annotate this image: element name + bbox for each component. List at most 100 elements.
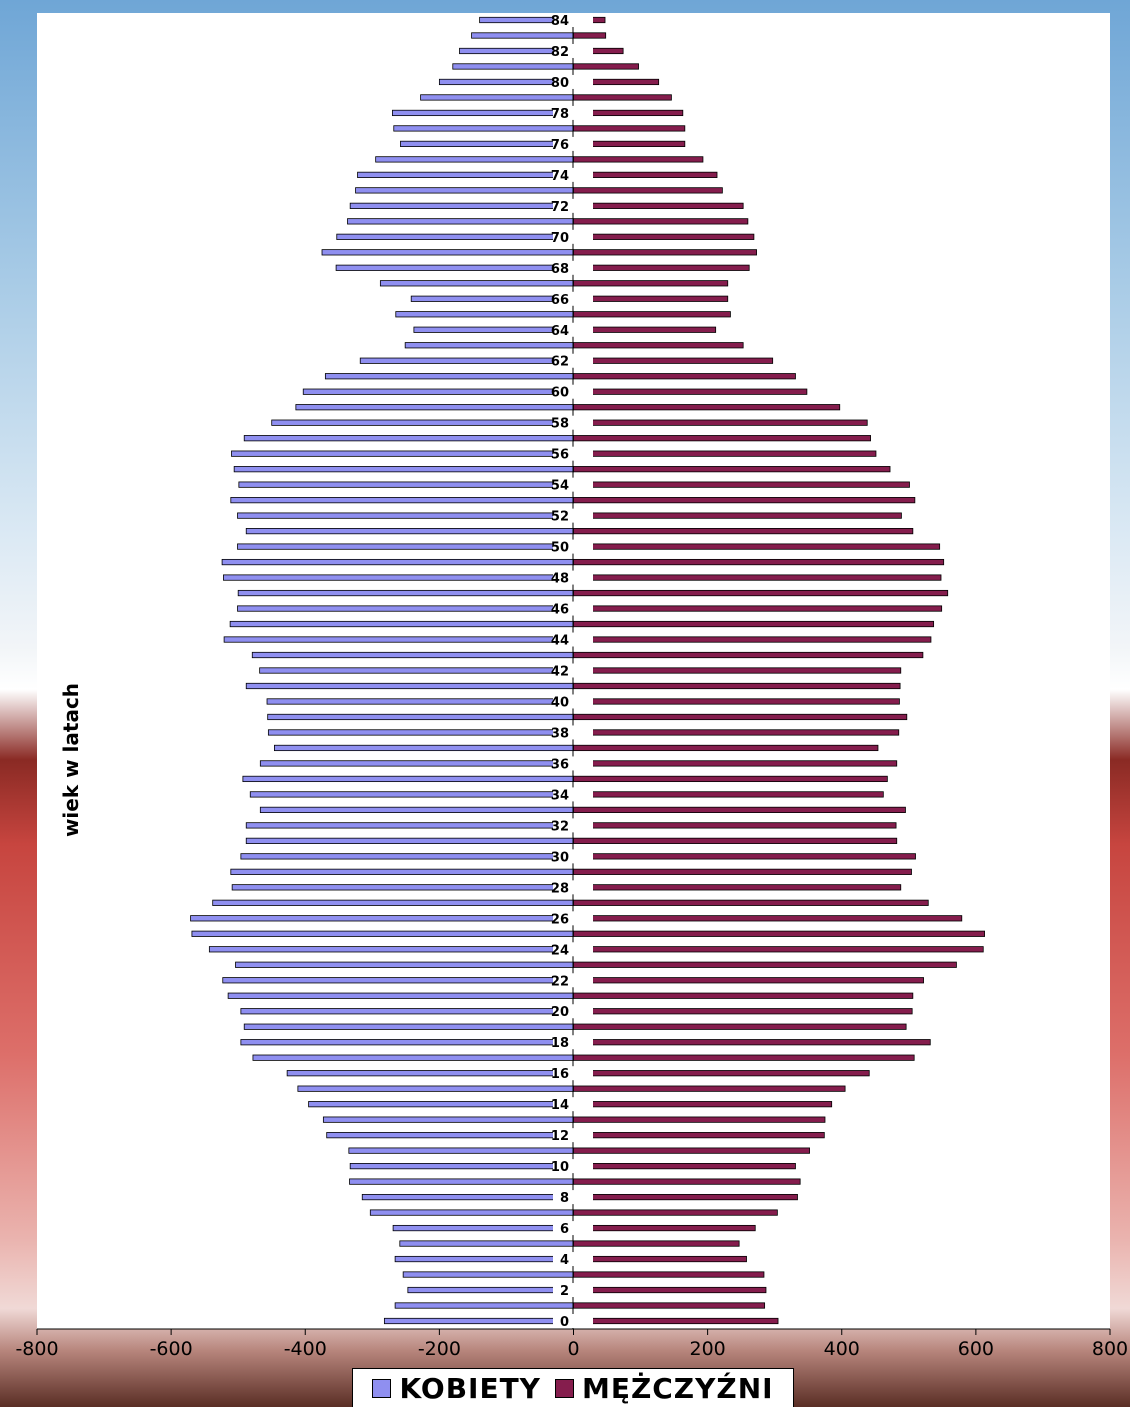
bar-men-age-31	[573, 837, 898, 844]
bar-women-age-46	[237, 605, 574, 612]
y-tick-label-32: 32	[551, 819, 569, 834]
y-tick-label-56: 56	[551, 448, 569, 463]
y-tick-label-0: 0	[560, 1315, 569, 1330]
bar-men-age-54	[573, 481, 910, 488]
y-tick-label-38: 38	[551, 726, 569, 741]
bar-men-age-50	[573, 543, 941, 550]
y-tick-label-72: 72	[551, 200, 569, 215]
bar-men-age-17	[573, 1054, 915, 1061]
y-tick-label-78: 78	[551, 107, 569, 122]
bar-women-age-5	[399, 1240, 574, 1247]
bar-women-age-57	[243, 435, 574, 442]
y-tick-label-14: 14	[551, 1098, 569, 1113]
x-tick-label: -200	[418, 1338, 461, 1360]
bar-men-age-64	[573, 326, 717, 333]
bar-women-age-34	[249, 791, 574, 798]
bar-men-age-20	[573, 1008, 913, 1015]
bar-women-age-39	[267, 713, 574, 721]
bar-women-age-51	[245, 528, 574, 535]
legend-entry-women: KOBIETY	[372, 1372, 541, 1405]
y-tick-label-bg	[553, 43, 593, 58]
bar-men-age-40	[573, 698, 900, 705]
bar-men-age-13	[573, 1116, 826, 1123]
y-tick-label-60: 60	[551, 386, 569, 401]
bar-men-age-42	[573, 667, 902, 674]
bar-women-age-44	[223, 636, 574, 643]
bar-women-age-36	[259, 760, 574, 767]
bar-men-age-70	[573, 233, 755, 240]
y-tick-label-54: 54	[551, 479, 569, 494]
y-tick-label-82: 82	[551, 45, 569, 60]
y-tick-label-84: 84	[551, 14, 569, 29]
bar-men-age-11	[573, 1147, 810, 1154]
y-tick-label-76: 76	[551, 138, 569, 153]
y-tick-label-bg	[553, 1066, 593, 1081]
bar-men-age-63	[573, 342, 744, 349]
y-tick-label-80: 80	[551, 76, 569, 91]
y-tick-label-bg	[553, 539, 593, 554]
y-tick-label-64: 64	[551, 324, 569, 339]
bar-men-age-65	[573, 311, 731, 318]
bar-men-age-73	[573, 187, 723, 194]
y-tick-label-62: 62	[551, 355, 569, 370]
y-tick-label-bg	[553, 105, 593, 120]
bar-women-age-47	[237, 589, 574, 597]
bar-women-age-75	[375, 156, 574, 163]
bar-women-age-76	[400, 140, 574, 148]
bar-men-age-19	[573, 1023, 907, 1030]
y-tick-label-74: 74	[551, 169, 569, 184]
x-tick-label: 400	[824, 1338, 860, 1360]
bar-men-age-38	[573, 729, 900, 736]
bar-men-age-55	[573, 466, 891, 473]
y-tick-label-bg	[553, 508, 593, 523]
y-tick-label-2: 2	[560, 1284, 569, 1299]
bar-women-age-74	[357, 171, 574, 178]
bar-women-age-25	[191, 930, 574, 937]
y-tick-label-18: 18	[551, 1036, 569, 1051]
y-tick-label-bg	[553, 1283, 593, 1298]
bar-men-age-77	[573, 125, 686, 132]
y-tick-label-58: 58	[551, 417, 569, 432]
bar-men-age-15	[573, 1085, 846, 1092]
bar-women-age-12	[326, 1132, 574, 1139]
y-tick-label-16: 16	[551, 1067, 569, 1082]
bar-women-age-42	[259, 667, 574, 674]
y-tick-label-bg	[553, 601, 593, 616]
y-tick-label-30: 30	[551, 850, 569, 865]
bar-men-age-41	[573, 682, 901, 690]
bar-women-age-40	[266, 698, 574, 705]
bar-women-age-30	[240, 853, 574, 860]
bar-men-age-43	[573, 651, 924, 659]
legend-entry-men: MĘŻCZYŹNI	[554, 1372, 774, 1405]
bar-women-age-0	[383, 1317, 574, 1325]
y-tick-label-48: 48	[551, 572, 569, 587]
legend: KOBIETY MĘŻCZYŹNI	[352, 1368, 794, 1407]
bar-women-age-59	[295, 404, 574, 411]
legend-label-women: KOBIETY	[399, 1371, 541, 1405]
bar-men-age-53	[573, 497, 916, 504]
y-tick-label-bg	[553, 446, 593, 461]
bar-men-age-68	[573, 264, 750, 271]
bar-women-age-2	[407, 1286, 574, 1294]
y-tick-label-bg	[553, 1190, 593, 1205]
bar-women-age-65	[395, 311, 574, 318]
y-tick-label-46: 46	[551, 603, 569, 618]
bar-women-age-35	[242, 775, 574, 783]
bar-men-age-47	[573, 589, 949, 597]
bar-women-age-23	[235, 961, 574, 968]
bar-women-age-53	[230, 497, 574, 504]
bar-men-age-39	[573, 713, 908, 721]
y-tick-label-bg	[553, 291, 593, 306]
bar-men-age-4	[573, 1255, 747, 1263]
bar-men-age-1	[573, 1302, 766, 1309]
bar-women-age-29	[230, 868, 574, 875]
y-ticks-group: 0246810121416182022242628303234363840424…	[551, 13, 593, 1330]
bar-women-age-26	[190, 915, 574, 922]
bar-women-age-37	[274, 744, 574, 752]
bar-women-age-56	[231, 450, 574, 457]
bar-men-age-75	[573, 156, 704, 163]
bar-men-age-6	[573, 1224, 756, 1232]
y-tick-label-bg	[553, 136, 593, 151]
bar-women-age-72	[349, 202, 574, 209]
y-tick-label-52: 52	[551, 510, 569, 525]
